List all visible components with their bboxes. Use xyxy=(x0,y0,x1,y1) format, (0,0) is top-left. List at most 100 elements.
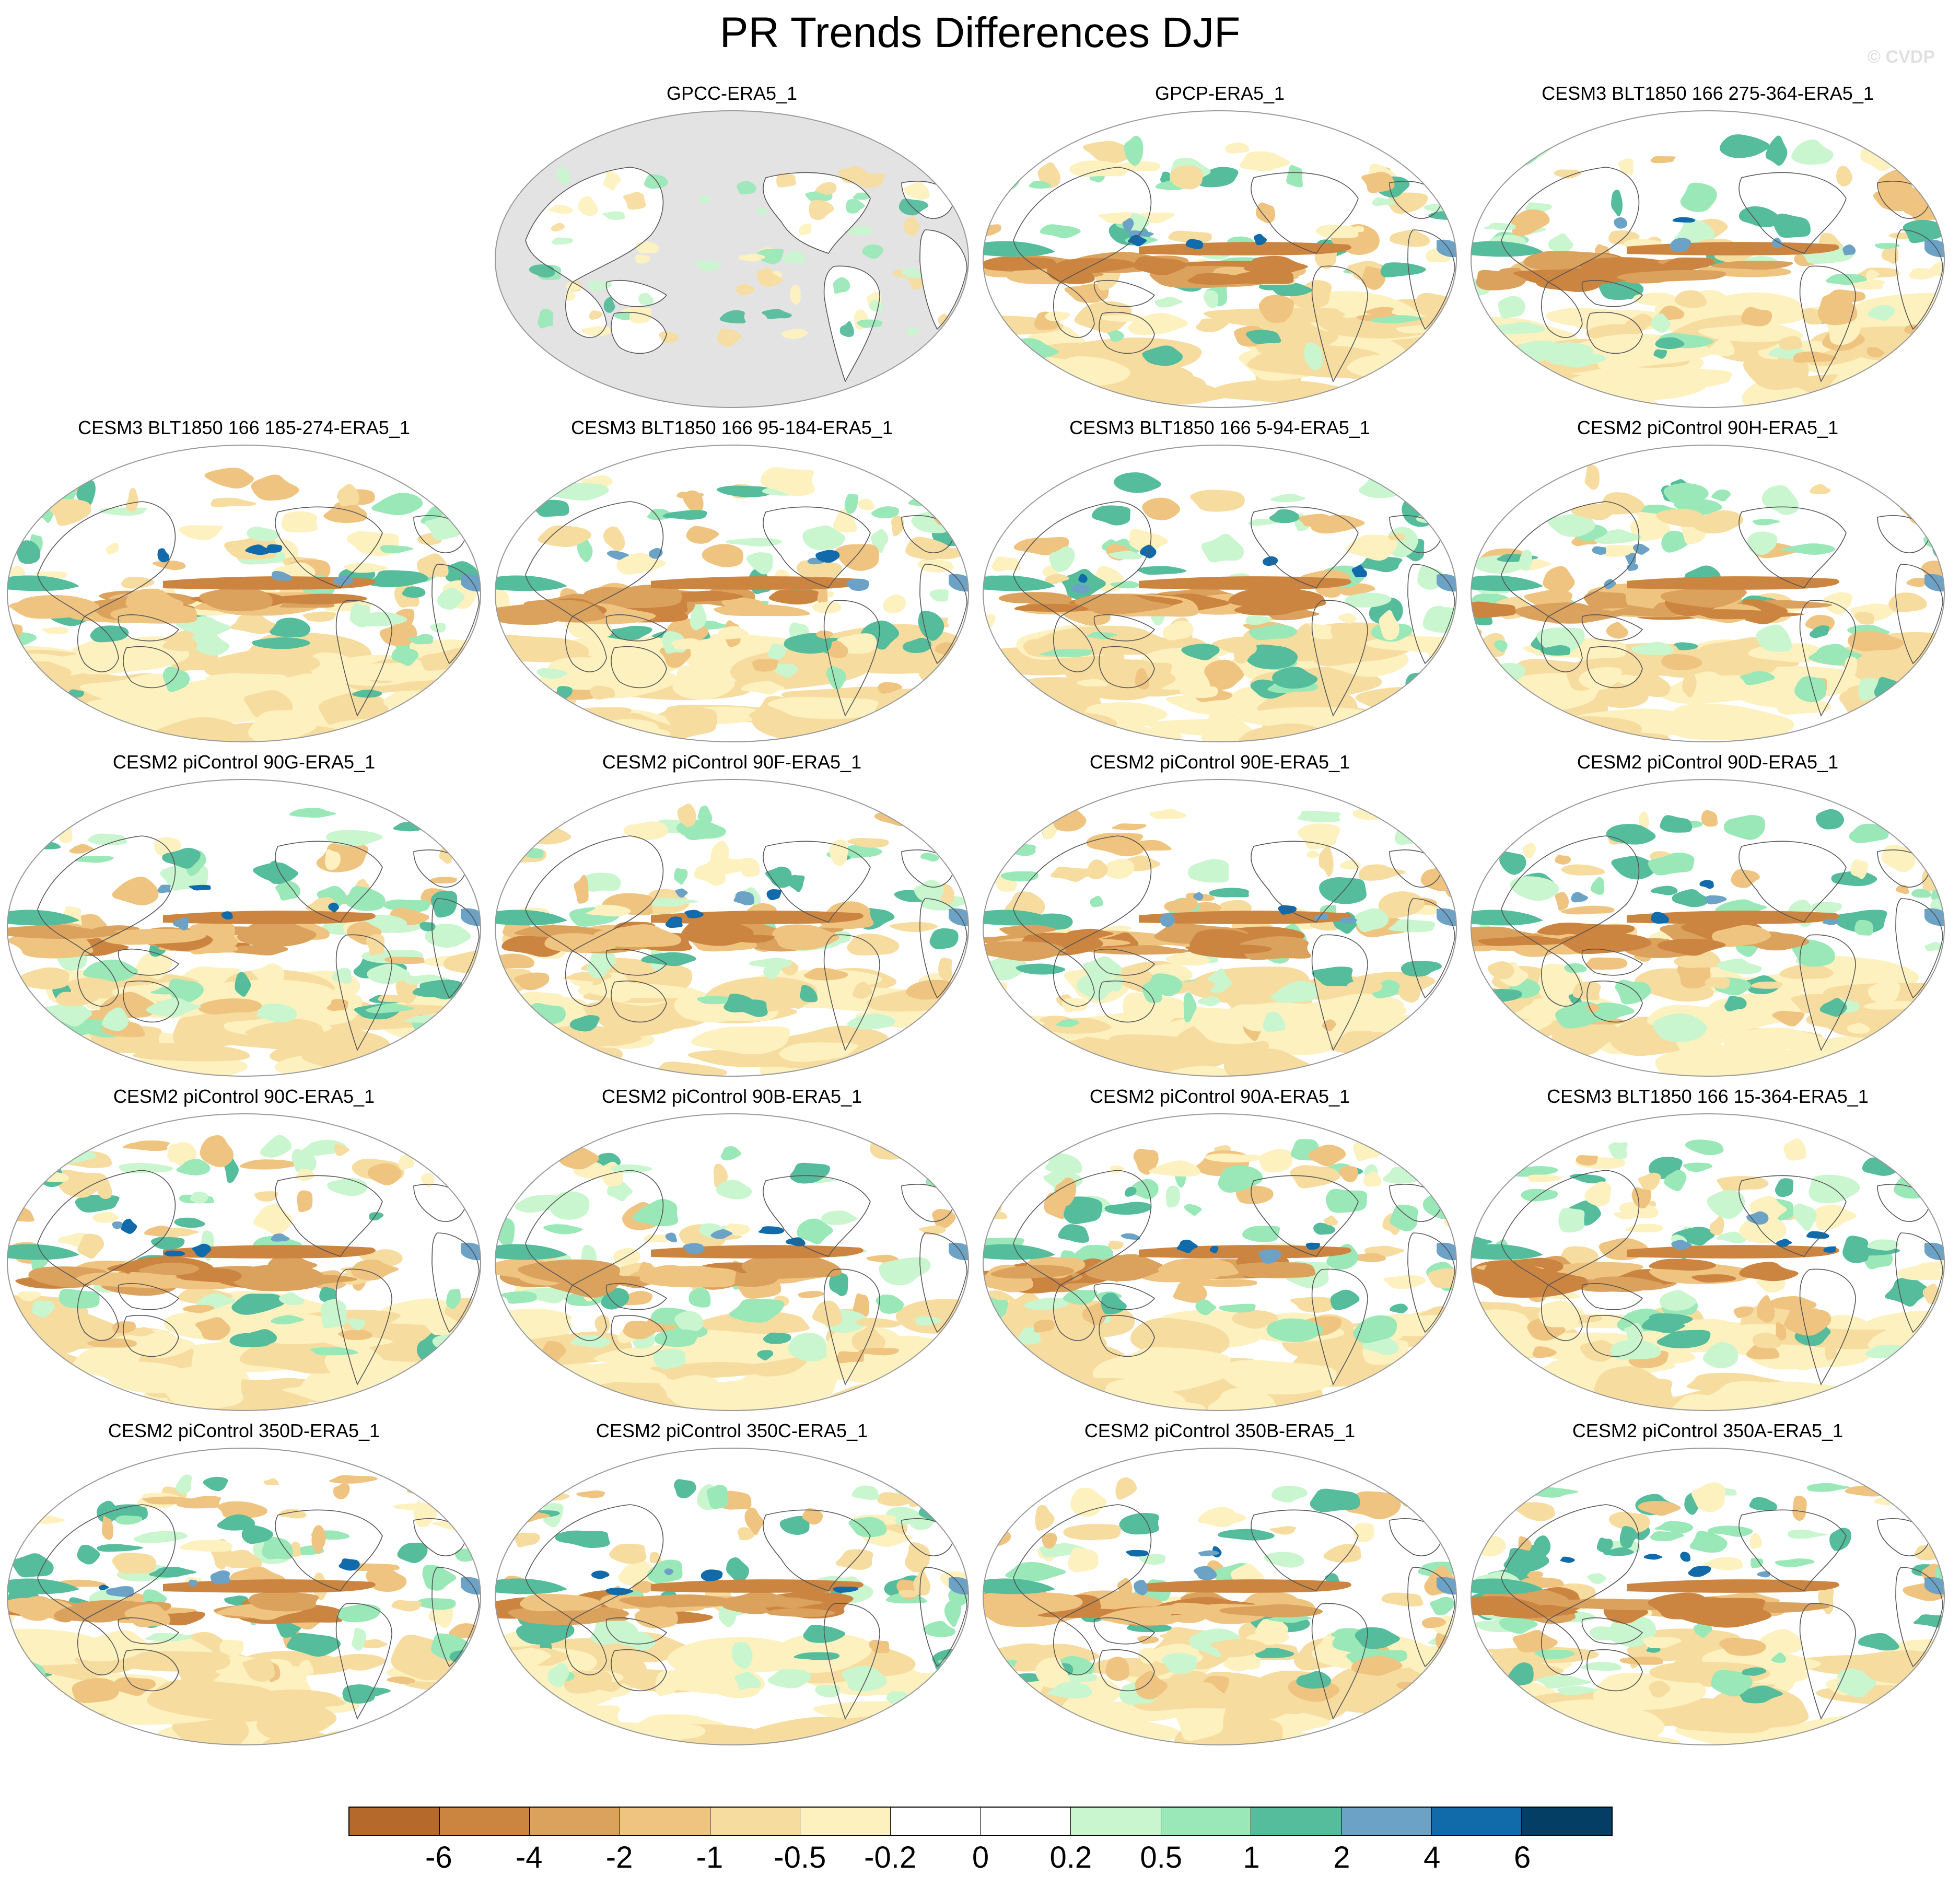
pr-anomaly-patch xyxy=(983,910,1055,926)
pr-anomaly-patch xyxy=(716,1180,752,1199)
pr-anomaly-patch xyxy=(1617,270,1726,282)
pr-anomaly-patch xyxy=(913,1570,930,1596)
coastline xyxy=(1739,1175,1847,1257)
pr-anomaly-patch xyxy=(752,659,779,672)
pr-anomaly-patch xyxy=(1353,1315,1397,1344)
pr-anomaly-patch xyxy=(1414,467,1432,489)
pr-anomaly-patch xyxy=(1049,546,1075,572)
pr-anomaly-patch xyxy=(1529,731,1601,742)
pr-anomaly-patch xyxy=(1471,910,1543,926)
pr-anomaly-patch xyxy=(781,329,808,339)
pr-anomaly-patch xyxy=(500,1291,537,1304)
pr-anomaly-patch xyxy=(17,1291,41,1301)
pr-anomaly-patch xyxy=(1879,725,1934,742)
pr-anomaly-patch xyxy=(516,1361,599,1384)
pr-anomaly-patch xyxy=(260,1135,292,1158)
coastline xyxy=(1581,1283,1643,1310)
coastline xyxy=(1799,265,1856,382)
pr-anomaly-patch xyxy=(122,1143,152,1149)
pr-anomaly-patch xyxy=(1776,1239,1792,1247)
coastline xyxy=(611,646,667,689)
pr-anomaly-patch xyxy=(427,1013,481,1030)
pr-anomaly-patch xyxy=(97,647,111,659)
pr-anomaly-patch xyxy=(1756,1295,1775,1323)
pr-anomaly-patch xyxy=(983,1578,1055,1594)
pr-anomaly-patch xyxy=(994,1150,1009,1174)
pr-anomaly-patch xyxy=(676,492,704,500)
pr-anomaly-patch xyxy=(639,1267,736,1288)
pr-anomaly-patch xyxy=(523,1390,642,1411)
pr-anomaly-patch xyxy=(1474,1649,1492,1662)
pr-anomaly-patch xyxy=(1847,1023,1870,1034)
pr-anomaly-patch xyxy=(1625,313,1654,332)
coastline xyxy=(1739,172,1847,254)
pr-anomaly-patch xyxy=(1204,660,1244,690)
pr-anomaly-patch xyxy=(815,1684,841,1698)
pr-anomaly-patch xyxy=(983,1692,1020,1720)
pr-anomaly-patch xyxy=(1691,1274,1736,1283)
coastline xyxy=(1013,501,1152,617)
pr-anomaly-patch xyxy=(1387,533,1406,541)
pr-anomaly-patch xyxy=(200,1135,234,1168)
pr-anomaly-patch xyxy=(347,1318,365,1331)
pr-anomaly-patch xyxy=(1829,1725,1900,1744)
pr-anomaly-patch xyxy=(529,264,555,278)
pr-anomaly-patch xyxy=(644,1234,670,1243)
pr-anomaly-patch xyxy=(1271,1485,1308,1503)
pr-anomaly-patch xyxy=(311,1525,326,1554)
pr-anomaly-patch xyxy=(495,1711,618,1733)
coastline xyxy=(901,515,954,553)
pr-anomaly-patch xyxy=(1471,1470,1503,1495)
coastline xyxy=(1093,1617,1156,1645)
pr-anomaly-patch xyxy=(1867,1239,1899,1251)
pr-anomaly-patch xyxy=(997,1354,1033,1366)
pr-anomaly-patch xyxy=(1290,1165,1341,1189)
pr-anomaly-patch xyxy=(931,1335,969,1378)
pr-anomaly-patch xyxy=(614,312,633,321)
pr-anomaly-patch xyxy=(1674,290,1707,309)
pr-anomaly-patch xyxy=(1437,908,1456,926)
pr-anomaly-patch xyxy=(339,1558,360,1571)
pr-anomaly-patch xyxy=(1570,1173,1606,1184)
pr-anomaly-patch xyxy=(1479,1354,1513,1365)
pr-anomaly-patch xyxy=(1137,1636,1159,1644)
pr-anomaly-patch xyxy=(580,872,621,892)
pr-anomaly-patch xyxy=(983,1058,1086,1076)
coastline xyxy=(77,950,119,1007)
pr-anomaly-patch xyxy=(416,1598,456,1610)
pr-anomaly-patch xyxy=(538,309,554,329)
pr-anomaly-patch xyxy=(1479,720,1580,742)
pr-anomaly-patch xyxy=(1001,871,1039,882)
pr-anomaly-patch xyxy=(176,1474,192,1494)
pr-anomaly-patch xyxy=(1169,165,1203,190)
coastline xyxy=(431,564,480,665)
pr-anomaly-patch xyxy=(985,816,1018,838)
pr-anomaly-patch xyxy=(1232,1310,1278,1329)
coastline xyxy=(275,1175,383,1257)
coastline xyxy=(525,1504,664,1620)
pr-anomaly-patch xyxy=(1387,192,1428,214)
map-field xyxy=(983,1448,1456,1745)
pr-anomaly-patch xyxy=(1793,351,1837,363)
panel-title: CESM2 piControl 90D-ERA5_1 xyxy=(1577,751,1839,773)
pr-anomaly-patch xyxy=(1882,244,1898,264)
pr-anomaly-patch xyxy=(1757,1571,1770,1578)
pr-anomaly-patch xyxy=(115,1515,143,1525)
coastline xyxy=(37,1170,176,1286)
coastline xyxy=(763,506,871,588)
pr-anomaly-patch xyxy=(920,488,969,512)
map-outline xyxy=(7,1448,481,1745)
pr-anomaly-patch xyxy=(736,857,760,877)
pr-anomaly-patch xyxy=(41,627,69,634)
pr-anomaly-patch xyxy=(776,172,797,188)
pr-anomaly-patch xyxy=(198,998,262,1015)
pr-anomaly-patch xyxy=(1534,1649,1575,1660)
pr-anomaly-patch xyxy=(191,634,229,656)
robinson-map xyxy=(495,110,969,408)
pr-anomaly-patch xyxy=(1194,1566,1217,1580)
pr-anomaly-patch xyxy=(1197,996,1220,1007)
pr-anomaly-patch xyxy=(1269,509,1300,523)
pr-anomaly-patch xyxy=(254,1191,278,1202)
robinson-map xyxy=(7,1448,481,1745)
pr-anomaly-patch xyxy=(674,1311,703,1332)
